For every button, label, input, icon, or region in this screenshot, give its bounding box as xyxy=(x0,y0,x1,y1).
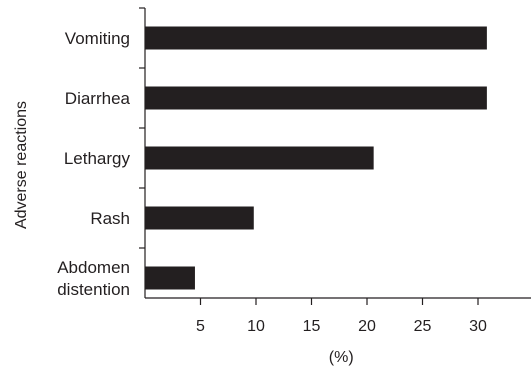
bar xyxy=(145,146,374,170)
y-axis-title: Adverse reactions xyxy=(13,101,30,229)
x-tick-label: 10 xyxy=(247,318,265,335)
x-tick-label: 15 xyxy=(303,318,321,335)
bars xyxy=(145,26,487,290)
x-tick-label: 30 xyxy=(469,318,487,335)
category-label: Rash xyxy=(90,209,130,228)
category-label: Abdomen distention xyxy=(57,258,130,299)
category-label: Lethargy xyxy=(64,149,131,168)
bar xyxy=(145,206,254,230)
x-tick-label: 5 xyxy=(196,318,205,335)
x-tick-label: 20 xyxy=(358,318,376,335)
bar xyxy=(145,26,487,50)
x-tick-label: 25 xyxy=(414,318,432,335)
category-label: Diarrhea xyxy=(65,89,131,108)
bar xyxy=(145,266,195,290)
category-label: Vomiting xyxy=(65,29,130,48)
x-axis-ticks: 5 10 15 20 25 30 xyxy=(196,298,487,335)
bar xyxy=(145,86,487,110)
category-labels: Vomiting Diarrhea Lethargy Rash Abdomen diste… xyxy=(57,29,130,299)
x-axis-title: (%) xyxy=(329,349,354,366)
